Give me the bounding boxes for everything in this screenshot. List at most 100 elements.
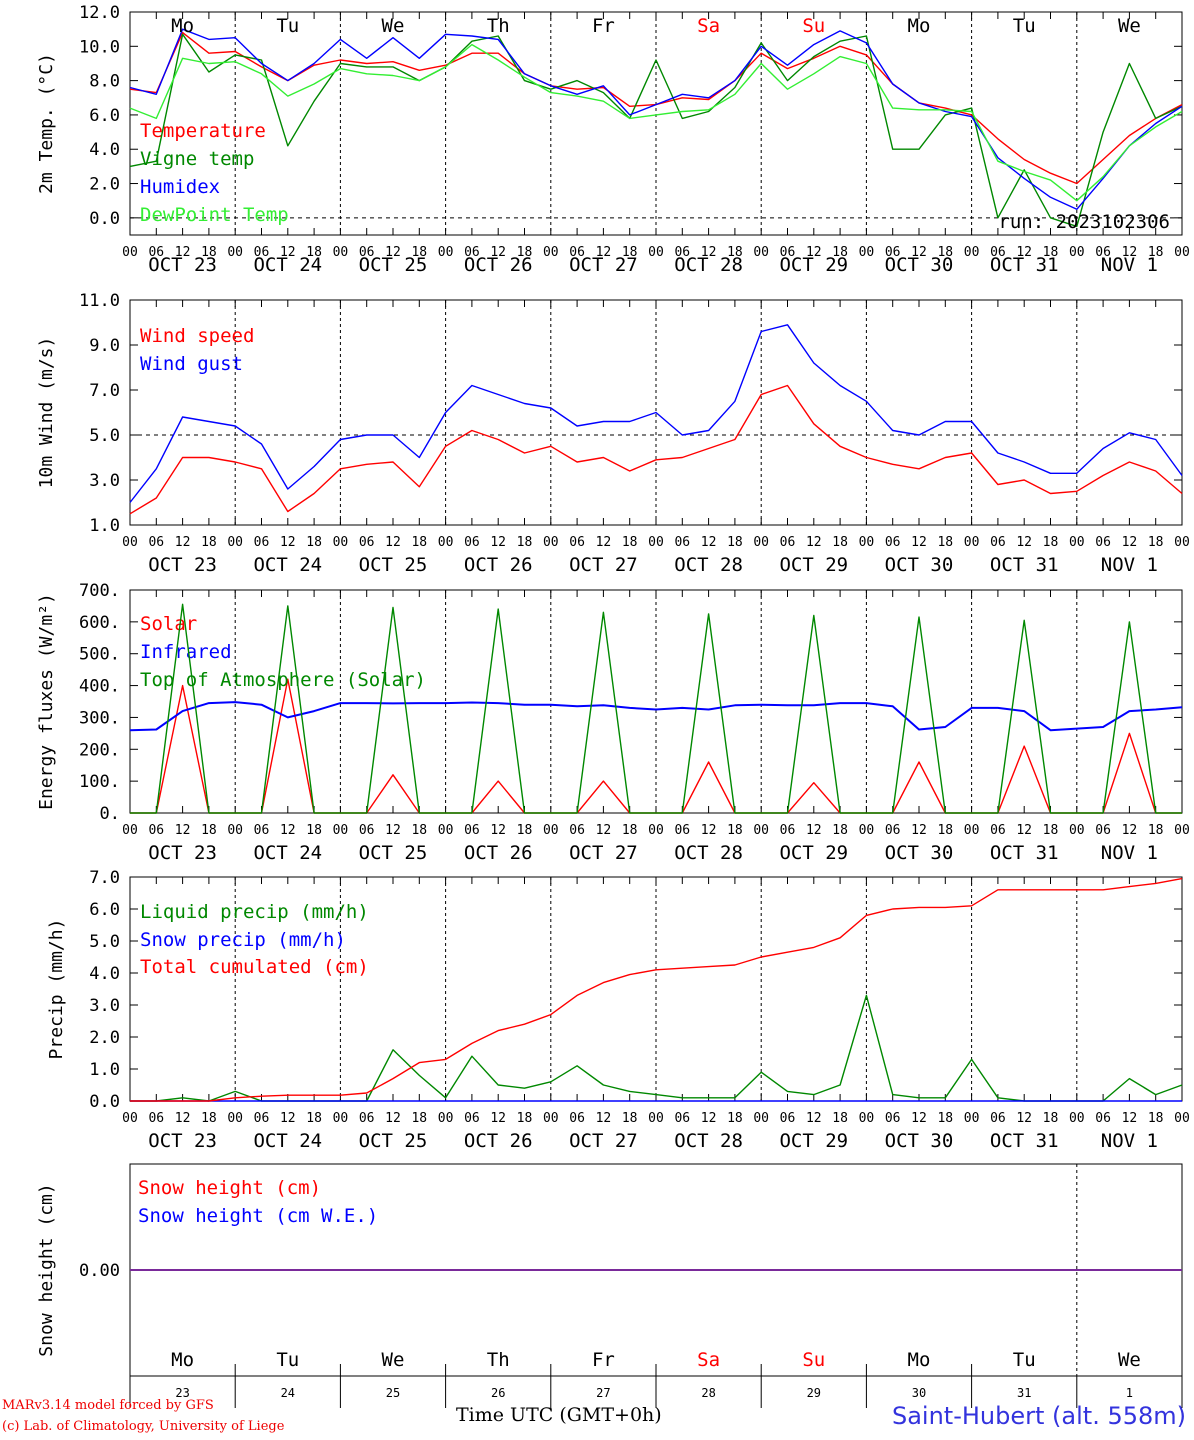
x-hour-label-3: 00 bbox=[859, 1111, 875, 1126]
x-date-label-3: OCT 28 bbox=[674, 1130, 743, 1152]
x-hour-label-3: 12 bbox=[596, 1111, 612, 1126]
y-axis-title-1: 10m Wind (m/s) bbox=[36, 337, 57, 489]
x-hour-label-3: 12 bbox=[1122, 1111, 1138, 1126]
x-hour-label-0: 18 bbox=[937, 245, 953, 260]
weekday-label-bottom: Su bbox=[802, 1349, 825, 1371]
x-hour-label-2: 06 bbox=[148, 823, 164, 838]
y-tick-label-2: 100. bbox=[79, 772, 120, 792]
x-axis-title: Time UTC (GMT+0h) bbox=[456, 1404, 662, 1426]
x-hour-label-2: 18 bbox=[201, 823, 217, 838]
x-hour-label-1: 00 bbox=[122, 535, 138, 550]
x-hour-label-0: 00 bbox=[122, 245, 138, 260]
x-hour-label-0: 06 bbox=[990, 245, 1006, 260]
x-date-label-3: OCT 30 bbox=[885, 1130, 954, 1152]
x-hour-label-2: 18 bbox=[1043, 823, 1059, 838]
x-hour-label-3: 00 bbox=[1069, 1111, 1085, 1126]
x-hour-label-1: 06 bbox=[569, 535, 585, 550]
x-hour-label-0: 00 bbox=[1174, 245, 1190, 260]
x-hour-label-3: 00 bbox=[543, 1111, 559, 1126]
x-hour-label-3: 12 bbox=[911, 1111, 927, 1126]
weekday-label-top: Tu bbox=[276, 15, 299, 37]
y-tick-label-1: 3.0 bbox=[89, 471, 120, 491]
legend-entry-0-2: Humidex bbox=[140, 176, 220, 198]
day-number-label: 26 bbox=[491, 1386, 505, 1400]
x-hour-label-2: 00 bbox=[964, 823, 980, 838]
x-hour-label-3: 06 bbox=[359, 1111, 375, 1126]
x-date-label-2: OCT 26 bbox=[464, 842, 533, 864]
x-hour-label-0: 18 bbox=[1148, 245, 1164, 260]
weekday-label-top: Mo bbox=[171, 15, 194, 37]
x-hour-label-3: 18 bbox=[411, 1111, 427, 1126]
x-hour-label-0: 00 bbox=[438, 245, 454, 260]
x-hour-label-2: 12 bbox=[1122, 823, 1138, 838]
y-tick-label-0: 2.0 bbox=[89, 175, 120, 195]
x-hour-label-1: 18 bbox=[832, 535, 848, 550]
series-line-2-1 bbox=[129, 701, 1183, 732]
x-date-label-1: OCT 30 bbox=[885, 554, 954, 576]
x-date-label-3: NOV 1 bbox=[1101, 1130, 1158, 1152]
y-tick-label-2: 300. bbox=[79, 708, 120, 728]
x-hour-label-2: 06 bbox=[464, 823, 480, 838]
x-hour-label-3: 18 bbox=[517, 1111, 533, 1126]
y-tick-label-0: 12.0 bbox=[79, 3, 120, 23]
x-hour-label-2: 06 bbox=[569, 823, 585, 838]
x-hour-label-2: 06 bbox=[359, 823, 375, 838]
day-number-label: 31 bbox=[1017, 1386, 1031, 1400]
day-number-label: 23 bbox=[175, 1386, 189, 1400]
x-hour-label-3: 12 bbox=[175, 1111, 191, 1126]
legend-entry-3-0: Liquid precip (mm/h) bbox=[140, 901, 369, 923]
x-hour-label-0: 18 bbox=[201, 245, 217, 260]
y-tick-label-0: 6.0 bbox=[89, 106, 120, 126]
x-hour-label-0: 12 bbox=[385, 245, 401, 260]
x-hour-label-3: 06 bbox=[148, 1111, 164, 1126]
x-hour-label-3: 18 bbox=[1043, 1111, 1059, 1126]
x-date-label-2: OCT 24 bbox=[253, 842, 322, 864]
x-hour-label-0: 06 bbox=[359, 245, 375, 260]
x-hour-label-3: 06 bbox=[990, 1111, 1006, 1126]
x-hour-label-3: 00 bbox=[227, 1111, 243, 1126]
x-hour-label-2: 00 bbox=[543, 823, 559, 838]
x-date-label-1: OCT 29 bbox=[779, 554, 848, 576]
y-tick-label-3: 7.0 bbox=[89, 868, 120, 888]
series-line-1-0 bbox=[129, 384, 1183, 515]
x-hour-label-2: 12 bbox=[596, 823, 612, 838]
x-hour-label-2: 00 bbox=[648, 823, 664, 838]
x-hour-label-2: 18 bbox=[306, 823, 322, 838]
day-number-label: 29 bbox=[807, 1386, 821, 1400]
weekday-label-top: Su bbox=[802, 15, 825, 37]
y-tick-label-3: 2.0 bbox=[89, 1028, 120, 1048]
x-hour-label-0: 18 bbox=[832, 245, 848, 260]
x-hour-label-1: 18 bbox=[201, 535, 217, 550]
x-hour-label-1: 06 bbox=[885, 535, 901, 550]
x-hour-label-1: 12 bbox=[1122, 535, 1138, 550]
x-hour-label-1: 18 bbox=[1043, 535, 1059, 550]
x-hour-label-3: 06 bbox=[674, 1111, 690, 1126]
x-hour-label-3: 12 bbox=[385, 1111, 401, 1126]
x-hour-label-1: 12 bbox=[911, 535, 927, 550]
weekday-label-top: Fr bbox=[592, 15, 615, 37]
x-hour-label-1: 12 bbox=[701, 535, 717, 550]
x-hour-label-3: 06 bbox=[885, 1111, 901, 1126]
x-hour-label-0: 00 bbox=[964, 245, 980, 260]
x-date-label-0: OCT 30 bbox=[885, 254, 954, 276]
x-hour-label-3: 06 bbox=[254, 1111, 270, 1126]
day-number-label: 1 bbox=[1126, 1386, 1133, 1400]
day-number-label: 30 bbox=[912, 1386, 926, 1400]
x-hour-label-1: 00 bbox=[1069, 535, 1085, 550]
x-hour-label-3: 00 bbox=[964, 1111, 980, 1126]
x-hour-label-1: 12 bbox=[280, 535, 296, 550]
x-date-label-1: OCT 31 bbox=[990, 554, 1059, 576]
x-hour-label-2: 18 bbox=[411, 823, 427, 838]
x-hour-label-3: 18 bbox=[937, 1111, 953, 1126]
x-hour-label-1: 18 bbox=[517, 535, 533, 550]
x-hour-label-0: 12 bbox=[280, 245, 296, 260]
x-hour-label-3: 00 bbox=[1174, 1111, 1190, 1126]
x-date-label-0: OCT 25 bbox=[359, 254, 428, 276]
day-number-label: 28 bbox=[701, 1386, 715, 1400]
x-hour-label-2: 18 bbox=[937, 823, 953, 838]
y-axis-title-0: 2m Temp. (°C) bbox=[36, 53, 57, 194]
x-date-label-2: NOV 1 bbox=[1101, 842, 1158, 864]
weekday-label-top: Sa bbox=[697, 15, 720, 37]
y-tick-label-3: 3.0 bbox=[89, 996, 120, 1016]
